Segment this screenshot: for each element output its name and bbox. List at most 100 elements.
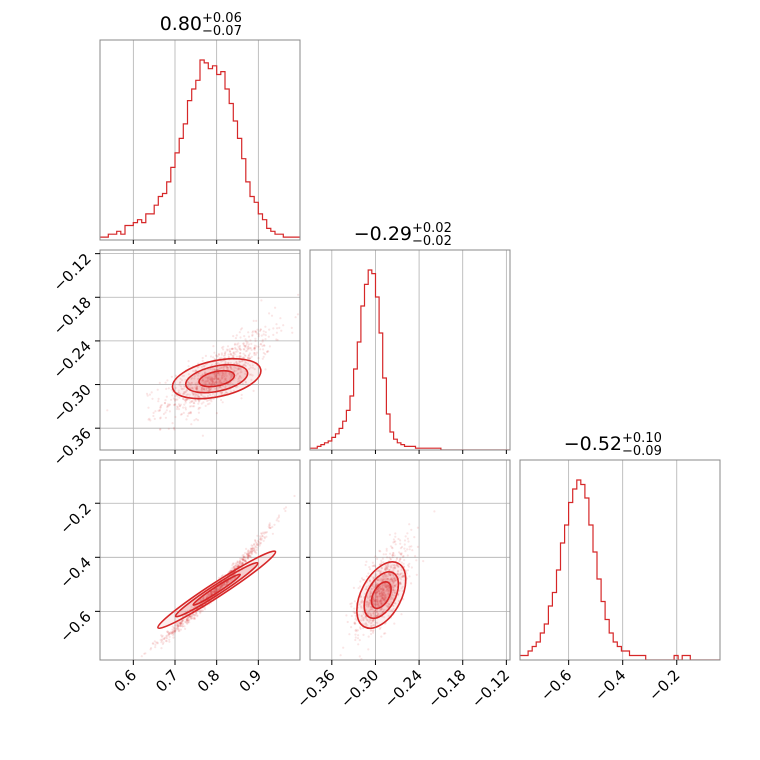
scatter-point (202, 597, 205, 600)
scatter-point (388, 556, 391, 559)
scatter-point (354, 629, 357, 632)
scatter-point (366, 605, 369, 608)
scatter-point (368, 601, 371, 604)
scatter-point (185, 618, 189, 622)
scatter-point (218, 576, 221, 580)
scatter-point (185, 617, 188, 620)
scatter-point (268, 522, 271, 525)
scatter-point (391, 579, 395, 582)
scatter-point (234, 374, 238, 377)
scatter-point (275, 519, 278, 522)
scatter-point (212, 590, 215, 593)
scatter-point (388, 533, 391, 536)
scatter-point (232, 562, 235, 565)
scatter-point (211, 368, 214, 371)
scatter-point (387, 602, 390, 605)
scatter-point (214, 590, 217, 593)
scatter-point (196, 382, 200, 386)
scatter-point (183, 385, 186, 388)
scatter-point (372, 597, 375, 601)
scatter-point (247, 557, 250, 560)
scatter-point (247, 554, 250, 557)
scatter-point (263, 537, 266, 540)
scatter-point (414, 555, 417, 558)
scatter-point (154, 643, 157, 647)
scatter-point (391, 588, 394, 591)
scatter-point (268, 523, 271, 526)
scatter-point (369, 568, 372, 571)
scatter-point (248, 357, 251, 360)
scatter-point (380, 608, 383, 611)
scatter-point (387, 585, 390, 588)
histogram-1 (310, 269, 510, 450)
scatter-point (399, 572, 402, 576)
scatter-point (388, 580, 391, 583)
scatter-point (199, 374, 202, 378)
scatter-point (186, 381, 189, 384)
scatter-point (224, 354, 227, 357)
scatter-point (394, 584, 397, 587)
scatter-point (220, 398, 223, 402)
scatter-point (163, 401, 167, 405)
scatter-point (391, 554, 394, 557)
scatter-point (373, 576, 376, 579)
scatter-point (238, 355, 241, 359)
scatter-point (365, 600, 368, 604)
scatter-point (168, 635, 171, 639)
scatter-point (235, 369, 238, 372)
scatter-point (186, 619, 189, 622)
scatter-point (379, 626, 382, 629)
scatter-point (247, 348, 250, 351)
scatter-point (380, 598, 383, 601)
scatter-point (241, 554, 244, 557)
scatter-point (244, 556, 247, 560)
scatter-point (162, 412, 165, 416)
scatter-point (218, 367, 221, 370)
scatter-point (187, 412, 190, 415)
scatter-point (184, 408, 187, 411)
scatter-point (176, 406, 179, 409)
scatter-point (367, 602, 370, 605)
scatter-point (254, 331, 257, 334)
scatter-point (203, 371, 207, 374)
param-title-2: −0.52 +0.10−0.09 (564, 431, 662, 459)
scatter-point (367, 648, 370, 651)
scatter-point (173, 398, 176, 401)
scatter-point (166, 634, 169, 637)
scatter-point (251, 364, 254, 367)
scatter-point (372, 599, 375, 602)
scatter-point (254, 539, 257, 542)
scatter-point (250, 552, 254, 555)
scatter-point (247, 345, 250, 348)
scatter-point (240, 376, 243, 379)
scatter-point (358, 655, 361, 658)
scatter-point (393, 554, 396, 557)
scatter-point (241, 360, 244, 363)
scatter-point (189, 615, 192, 618)
scatter-point (169, 632, 172, 635)
scatter-point (212, 590, 215, 594)
scatter-point (260, 537, 263, 540)
scatter-point (212, 345, 215, 348)
scatter-point (251, 333, 254, 336)
scatter-point (253, 347, 256, 350)
scatter-point (197, 402, 200, 405)
scatter-point (264, 325, 267, 328)
scatter-point (353, 607, 356, 610)
scatter-point (235, 386, 238, 389)
scatter-point (376, 602, 379, 605)
scatter-point (383, 597, 386, 601)
scatter-point (244, 558, 247, 562)
grid-1-0 (100, 250, 300, 450)
scatter-point (394, 566, 397, 570)
scatter-point (220, 391, 223, 394)
scatter-point (370, 606, 373, 609)
scatter-point (399, 539, 402, 542)
scatter-point (195, 387, 198, 390)
scatter-point (195, 369, 198, 372)
scatter-point (271, 532, 274, 535)
scatter-point (165, 387, 168, 390)
scatter-point (229, 352, 232, 355)
scatter-point (206, 377, 209, 380)
scatter-point (211, 377, 214, 380)
